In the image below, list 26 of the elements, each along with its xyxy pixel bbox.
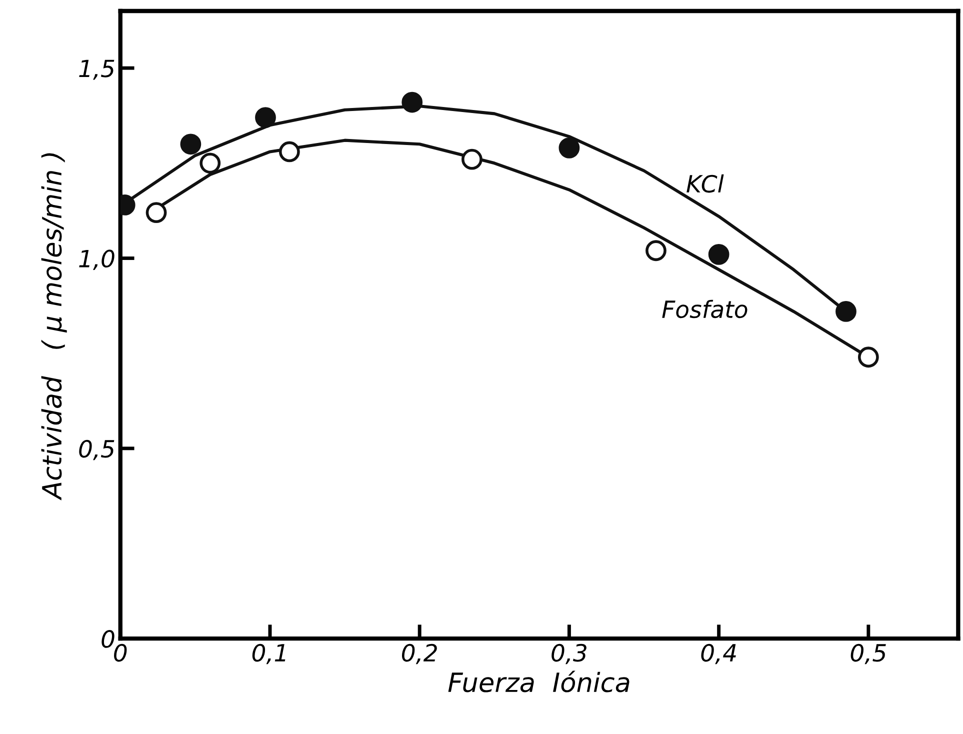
x-tick-label: 0 bbox=[114, 644, 127, 662]
point bbox=[402, 92, 423, 113]
x-tick-label: 0,5 bbox=[850, 644, 886, 664]
y-tick-label: 1,5 bbox=[79, 60, 114, 80]
point bbox=[708, 244, 730, 265]
point bbox=[858, 346, 879, 368]
y-tick-label: 0,5 bbox=[79, 440, 114, 460]
y-axis-title: Actividad ( μ moles/min ) bbox=[41, 153, 67, 500]
series-label: Fosfato bbox=[662, 300, 748, 318]
point bbox=[146, 202, 167, 224]
x-tick-label: 0,4 bbox=[701, 644, 736, 664]
point bbox=[462, 148, 482, 170]
x-tick-label: 0,3 bbox=[552, 644, 586, 664]
series-label: KCl bbox=[686, 174, 724, 193]
point bbox=[180, 134, 202, 155]
y-tick-label: 1,0 bbox=[79, 250, 114, 270]
point bbox=[558, 137, 580, 158]
point bbox=[200, 152, 221, 174]
point bbox=[646, 240, 666, 262]
point bbox=[278, 141, 300, 162]
x-tick-label: 0,2 bbox=[402, 644, 437, 664]
point bbox=[255, 107, 276, 128]
y-tick-label: 0 bbox=[102, 630, 114, 648]
x-tick-label: 0,1 bbox=[252, 644, 286, 664]
x-axis-title: Fuerza Iónica bbox=[448, 670, 630, 692]
point bbox=[836, 301, 856, 322]
